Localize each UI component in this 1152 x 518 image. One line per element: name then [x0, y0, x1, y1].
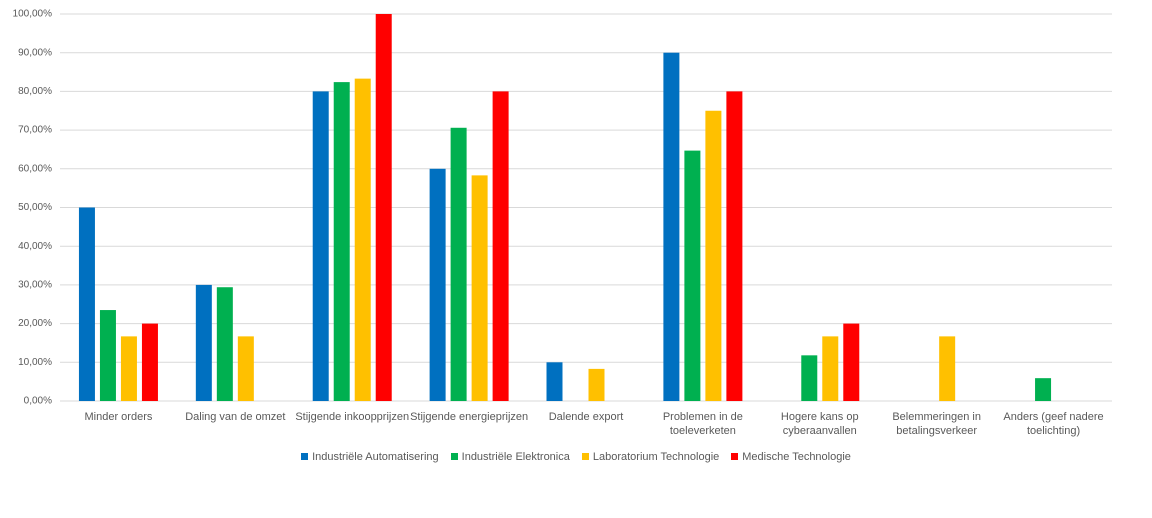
- x-tick-label: Dalende export: [548, 411, 624, 423]
- legend: Industriële Automatisering Industriële El…: [0, 451, 1152, 463]
- y-tick-label: 30,00%: [18, 280, 52, 291]
- bar: [1035, 378, 1052, 401]
- bar: [99, 310, 116, 401]
- y-tick-label: 90,00%: [18, 47, 52, 58]
- bar: [195, 284, 212, 401]
- y-tick-label: 40,00%: [18, 241, 52, 252]
- legend-label: Laboratorium Technologie: [592, 451, 720, 463]
- bar: [429, 168, 446, 401]
- y-tick-label: 100,00%: [13, 9, 53, 20]
- bar: [312, 91, 329, 402]
- bar: [375, 14, 392, 401]
- x-tick-label: Belemmeringen in betalingsverkeer: [892, 411, 981, 437]
- x-tick-label: Anders (geef nadere toelichting): [1003, 411, 1104, 437]
- legend-label: Industriële Elektronica: [461, 451, 570, 463]
- bar: [705, 110, 722, 401]
- bar: [939, 336, 956, 401]
- bar: [546, 362, 563, 401]
- legend-swatch: [581, 453, 589, 460]
- legend-item: Laboratorium Technologie: [581, 451, 720, 463]
- legend-swatch: [301, 453, 309, 460]
- bar: [237, 336, 254, 401]
- legend-item: Industriële Elektronica: [450, 451, 570, 463]
- bar: [450, 127, 467, 401]
- legend-item: Medische Technologie: [731, 451, 851, 463]
- bar: [801, 355, 818, 401]
- y-tick-label: 0,00%: [24, 396, 52, 407]
- x-tick-label: Minder orders: [84, 411, 153, 423]
- bar: [471, 175, 488, 401]
- legend-swatch: [731, 453, 739, 460]
- bar: [492, 91, 509, 402]
- y-tick-label: 20,00%: [18, 318, 52, 329]
- y-tick-label: 60,00%: [18, 163, 52, 174]
- legend-label: Industriële Automatisering: [312, 451, 439, 463]
- x-tick-label: Daling van de omzet: [185, 411, 286, 423]
- x-tick-label: Stijgende inkoopprijzen: [295, 411, 410, 423]
- bar: [216, 287, 233, 401]
- bar: [333, 82, 350, 401]
- legend-label: Medische Technologie: [742, 451, 851, 463]
- bar: [843, 323, 860, 401]
- bar: [822, 336, 839, 401]
- y-tick-label: 70,00%: [18, 125, 52, 136]
- y-tick-label: 80,00%: [18, 86, 52, 97]
- legend-swatch: [450, 453, 458, 460]
- x-tick-label: Problemen in de toeleverketen: [662, 411, 743, 437]
- bar: [354, 78, 371, 401]
- bar: [141, 323, 158, 401]
- legend-item: Industriële Automatisering: [301, 451, 439, 463]
- y-tick-label: 10,00%: [18, 357, 52, 368]
- bar: [78, 207, 95, 401]
- bar: [726, 91, 743, 402]
- bar: [684, 150, 701, 401]
- bar: [588, 368, 605, 401]
- x-tick-label: Hogere kans op cyberaanvallen: [780, 411, 859, 437]
- x-tick-label: Stijgende energieprijzen: [410, 411, 529, 423]
- bar: [120, 336, 137, 401]
- bar: [663, 52, 680, 401]
- y-tick-label: 50,00%: [18, 202, 52, 213]
